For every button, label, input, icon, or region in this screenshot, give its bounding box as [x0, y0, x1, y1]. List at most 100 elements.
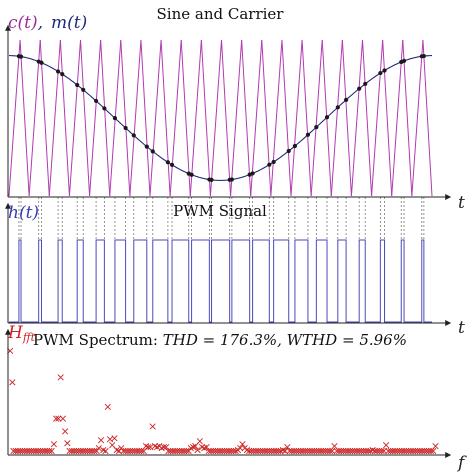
- spectrum-point: [400, 447, 408, 455]
- sample-point: [39, 60, 44, 65]
- sample-point: [267, 162, 272, 167]
- pwm-series: [9, 239, 432, 323]
- spectrum-point: [26, 447, 33, 455]
- spectrum-point: [124, 447, 132, 455]
- spectrum-point: [32, 447, 40, 455]
- spectrum-point: [387, 447, 394, 455]
- guide-lines: [18, 197, 425, 240]
- carrier-rise: [89, 39, 102, 197]
- spectrum-point: [326, 447, 334, 455]
- spectrum-point: [120, 447, 127, 455]
- sample-point: [363, 81, 368, 86]
- spectrum-point: [333, 447, 340, 455]
- spectrum-point: [344, 447, 352, 455]
- spectrum-point: [425, 447, 432, 455]
- spectrum-point: [178, 447, 185, 455]
- spectrum-point: [349, 447, 356, 455]
- spectrum-point: [82, 447, 89, 455]
- spectrum-point: [111, 435, 118, 442]
- spectrum-point: [259, 447, 266, 455]
- spectrum-point: [371, 447, 379, 455]
- spectrum-point: [66, 447, 73, 455]
- spectrum-point: [183, 447, 190, 455]
- carrier-rise: [48, 39, 61, 197]
- chart-title: PWM Signal: [173, 202, 267, 220]
- spectrum-point: [210, 447, 217, 455]
- spectrum-point: [84, 447, 91, 455]
- spectrum-point: [353, 447, 361, 455]
- spectrum-point: [412, 447, 419, 455]
- carrier-rise: [411, 39, 424, 197]
- carrier-fall: [402, 39, 413, 197]
- spectrum-point: [268, 447, 275, 455]
- spectrum-point: [383, 442, 390, 449]
- spectrum-point: [264, 447, 271, 455]
- spectrum-point: [293, 447, 300, 455]
- spectrum-point: [28, 447, 35, 455]
- spectrum-point: [281, 447, 289, 455]
- spectrum-point: [407, 447, 414, 455]
- carrier-rise: [330, 39, 343, 197]
- spectrum-point: [219, 447, 226, 455]
- carrier-rise: [28, 39, 41, 197]
- carrier-rise: [149, 39, 162, 197]
- sample-point: [378, 70, 383, 76]
- spectrum-point: [385, 447, 392, 455]
- spectrum-point: [427, 447, 435, 455]
- modulator-curve: [8, 55, 433, 181]
- spectrum-point: [23, 447, 31, 455]
- sample-point: [150, 149, 155, 154]
- spectrum-point: [306, 447, 313, 455]
- spectrum-point: [50, 441, 58, 448]
- spectrum-point: [93, 447, 100, 455]
- y-axis-label-main: H: [7, 323, 24, 343]
- spectrum-point: [95, 444, 102, 452]
- spectrum-point: [432, 443, 439, 450]
- spectrum-point: [311, 447, 318, 455]
- spectrum-point: [109, 442, 116, 449]
- sample-point: [343, 97, 349, 102]
- spectrum-point: [91, 447, 98, 455]
- spectrum-point: [171, 447, 179, 455]
- carrier-rise: [8, 39, 21, 197]
- spectrum-point: [221, 447, 228, 455]
- carrier-rise: [270, 39, 283, 197]
- spectrum-point: [46, 447, 53, 455]
- carrier-fall: [221, 39, 232, 197]
- pwm-spectrum-panel: PWM Spectrum: THD = 176.3%, WTHD = 5.96%…: [5, 323, 467, 473]
- spectrum-point: [335, 447, 343, 455]
- spectrum-point: [223, 447, 230, 455]
- sample-point: [93, 98, 99, 104]
- spectrum-point: [252, 447, 260, 455]
- spectrum-point: [398, 447, 405, 455]
- carrier-rise: [129, 39, 142, 197]
- carrier-fall: [382, 39, 393, 197]
- sample-point: [123, 125, 128, 131]
- spectrum-point: [10, 447, 17, 455]
- sample-point: [324, 115, 330, 120]
- carrier-rise: [250, 39, 263, 197]
- spectrum-point: [149, 423, 156, 430]
- spectrum-point: [421, 447, 428, 455]
- spectrum-point: [248, 447, 255, 455]
- carrier-fall: [160, 39, 171, 197]
- spectrum-point: [118, 444, 125, 452]
- carrier-fall: [80, 39, 91, 197]
- spectrum-point: [250, 447, 257, 455]
- sample-point: [189, 172, 194, 177]
- spectrum-point: [255, 447, 262, 455]
- spectrum-point: [374, 447, 381, 455]
- spectrum-point: [21, 447, 28, 455]
- spectrum-point: [416, 447, 423, 455]
- spectrum-point: [39, 447, 46, 455]
- chart-title: PWM Spectrum: THD = 176.3%, WTHD = 5.96%: [33, 331, 407, 349]
- spectrum-point: [228, 447, 235, 455]
- sample-point: [229, 177, 234, 182]
- spectrum-point: [174, 447, 181, 455]
- y-axis-label-sub: fft: [22, 331, 36, 344]
- spectrum-point: [414, 447, 421, 455]
- spectrum-point: [41, 447, 49, 455]
- carrier-fall: [39, 39, 50, 197]
- spectrum-point: [73, 447, 80, 455]
- carrier-fall: [341, 39, 352, 197]
